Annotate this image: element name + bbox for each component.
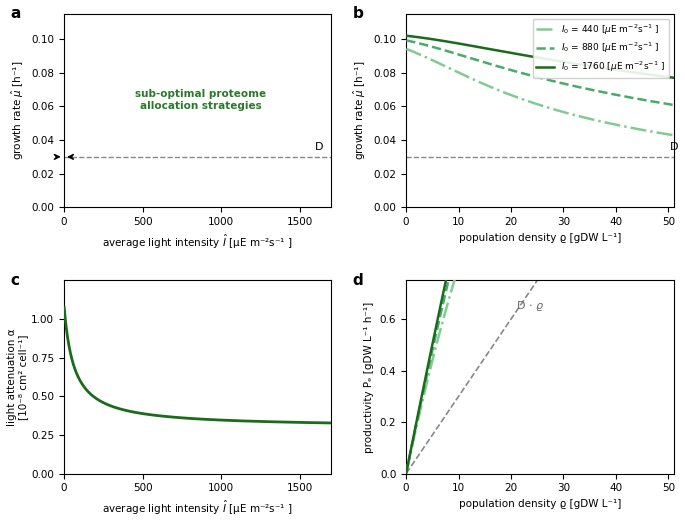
Text: D $\cdot$ $\varrho$: D $\cdot$ $\varrho$	[516, 299, 545, 313]
X-axis label: average light intensity $\hat{I}$ [μE m⁻²s⁻¹ ]: average light intensity $\hat{I}$ [μE m⁻…	[103, 233, 293, 251]
Y-axis label: growth rate $\hat{\mu}$ [h⁻¹]: growth rate $\hat{\mu}$ [h⁻¹]	[10, 61, 25, 160]
Text: b: b	[353, 6, 364, 21]
Text: c: c	[10, 272, 19, 288]
Text: D: D	[669, 142, 678, 152]
Text: a: a	[10, 6, 21, 21]
Text: d: d	[353, 272, 363, 288]
Y-axis label: productivity Pₑ [gDW L⁻¹ h⁻¹]: productivity Pₑ [gDW L⁻¹ h⁻¹]	[364, 301, 374, 453]
X-axis label: population density ϱ [gDW L⁻¹]: population density ϱ [gDW L⁻¹]	[459, 233, 621, 243]
X-axis label: population density ϱ [gDW L⁻¹]: population density ϱ [gDW L⁻¹]	[459, 499, 621, 509]
X-axis label: average light intensity $\hat{I}$ [μE m⁻²s⁻¹ ]: average light intensity $\hat{I}$ [μE m⁻…	[103, 499, 293, 517]
Text: sub-optimal proteome
allocation strategies: sub-optimal proteome allocation strategi…	[135, 89, 266, 111]
Y-axis label: light attenuation α
[10⁻⁸ cm² cell⁻¹]: light attenuation α [10⁻⁸ cm² cell⁻¹]	[7, 329, 28, 426]
Legend: $I_0$ = 440 [$\mu$E m$^{-2}$s$^{-1}$ ], $I_0$ = 880 [$\mu$E m$^{-2}$s$^{-1}$ ], : $I_0$ = 440 [$\mu$E m$^{-2}$s$^{-1}$ ], …	[532, 18, 669, 78]
Text: D: D	[315, 142, 323, 152]
Y-axis label: growth rate $\hat{\mu}$ [h⁻¹]: growth rate $\hat{\mu}$ [h⁻¹]	[351, 61, 368, 160]
